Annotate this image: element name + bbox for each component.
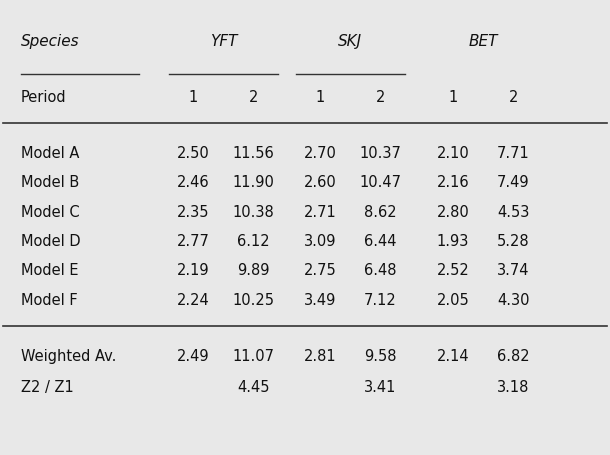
- Text: 2.71: 2.71: [304, 204, 337, 219]
- Text: Model E: Model E: [21, 263, 79, 278]
- Text: Species: Species: [21, 34, 79, 49]
- Text: 2.81: 2.81: [304, 348, 337, 363]
- Text: 7.71: 7.71: [497, 146, 530, 161]
- Text: 2.80: 2.80: [437, 204, 470, 219]
- Text: 7.12: 7.12: [364, 292, 397, 307]
- Text: 10.25: 10.25: [232, 292, 274, 307]
- Text: 2.14: 2.14: [437, 348, 470, 363]
- Text: Model D: Model D: [21, 233, 81, 248]
- Text: 1: 1: [448, 90, 458, 105]
- Text: Z2 / Z1: Z2 / Z1: [21, 379, 74, 394]
- Text: 10.47: 10.47: [359, 175, 401, 190]
- Text: 3.18: 3.18: [497, 379, 529, 394]
- Text: 10.38: 10.38: [233, 204, 274, 219]
- Text: 2.70: 2.70: [304, 146, 337, 161]
- Text: Model C: Model C: [21, 204, 79, 219]
- Text: 2.46: 2.46: [177, 175, 209, 190]
- Text: 11.56: 11.56: [233, 146, 274, 161]
- Text: 4.53: 4.53: [497, 204, 529, 219]
- Text: 3.49: 3.49: [304, 292, 336, 307]
- Text: 6.12: 6.12: [237, 233, 270, 248]
- Text: 9.89: 9.89: [237, 263, 270, 278]
- Text: 2.35: 2.35: [177, 204, 209, 219]
- Text: Model F: Model F: [21, 292, 77, 307]
- Text: 3.74: 3.74: [497, 263, 529, 278]
- Text: 2.49: 2.49: [177, 348, 209, 363]
- Text: 2.60: 2.60: [304, 175, 337, 190]
- Text: 2: 2: [249, 90, 258, 105]
- Text: 2.52: 2.52: [437, 263, 470, 278]
- Text: 2: 2: [376, 90, 386, 105]
- Text: BET: BET: [468, 34, 498, 49]
- Text: 6.48: 6.48: [364, 263, 397, 278]
- Text: 2.50: 2.50: [177, 146, 210, 161]
- Text: Model B: Model B: [21, 175, 79, 190]
- Text: 3.41: 3.41: [364, 379, 396, 394]
- Text: 2.10: 2.10: [437, 146, 470, 161]
- Text: 1.93: 1.93: [437, 233, 469, 248]
- Text: 11.07: 11.07: [232, 348, 274, 363]
- Text: 2.77: 2.77: [177, 233, 210, 248]
- Text: Period: Period: [21, 90, 66, 105]
- Text: YFT: YFT: [210, 34, 237, 49]
- Text: 2.75: 2.75: [304, 263, 337, 278]
- Text: 2.05: 2.05: [437, 292, 470, 307]
- Text: 1: 1: [315, 90, 325, 105]
- Text: 2: 2: [509, 90, 518, 105]
- Text: 6.82: 6.82: [497, 348, 530, 363]
- Text: 4.45: 4.45: [237, 379, 270, 394]
- Text: 2.19: 2.19: [177, 263, 209, 278]
- Text: 7.49: 7.49: [497, 175, 530, 190]
- Text: 9.58: 9.58: [364, 348, 397, 363]
- Text: Model A: Model A: [21, 146, 79, 161]
- Text: 10.37: 10.37: [360, 146, 401, 161]
- Text: 5.28: 5.28: [497, 233, 530, 248]
- Text: 6.44: 6.44: [364, 233, 397, 248]
- Text: 2.24: 2.24: [177, 292, 210, 307]
- Text: 4.30: 4.30: [497, 292, 529, 307]
- Text: 11.90: 11.90: [232, 175, 274, 190]
- Text: Weighted Av.: Weighted Av.: [21, 348, 117, 363]
- Text: 2.16: 2.16: [437, 175, 470, 190]
- Text: SKJ: SKJ: [339, 34, 362, 49]
- Text: 1: 1: [188, 90, 198, 105]
- Text: 8.62: 8.62: [364, 204, 397, 219]
- Text: 3.09: 3.09: [304, 233, 336, 248]
